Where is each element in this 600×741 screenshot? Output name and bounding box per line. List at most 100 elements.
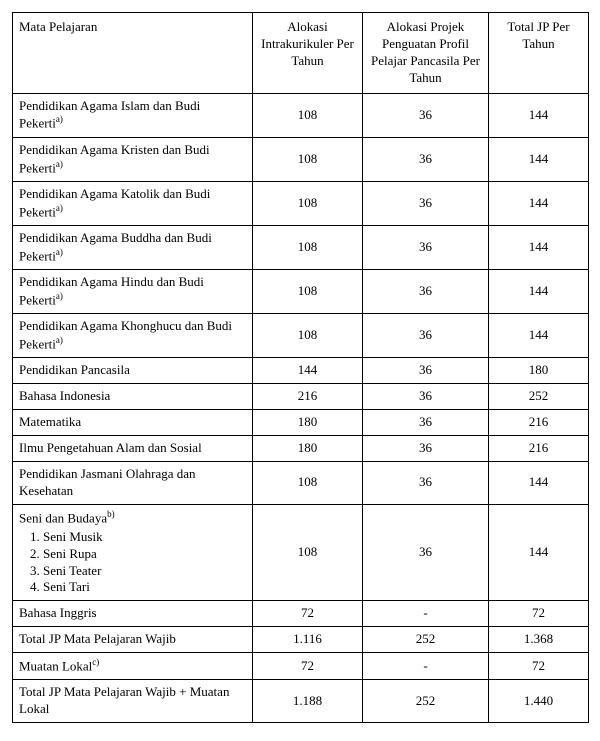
subject-text: Pendidikan Agama Islam dan Budi Pekerti: [19, 98, 200, 131]
table-row: Ilmu Pengetahuan Alam dan Sosial 18036216: [13, 435, 589, 461]
subject-text: Total JP Mata Pelajaran Wajib + Muatan L…: [19, 684, 229, 716]
cell-intra: 144: [253, 358, 363, 384]
cell-subject: Total JP Mata Pelajaran Wajib: [13, 627, 253, 653]
cell-subject: Pendidikan Agama Hindu dan Budi Pekertia…: [13, 270, 253, 314]
cell-total: 72: [489, 653, 589, 680]
cell-total: 144: [489, 225, 589, 269]
cell-subject: Pendidikan Agama Islam dan Budi Pekertia…: [13, 93, 253, 137]
cell-intra: 108: [253, 270, 363, 314]
cell-projek: 36: [363, 225, 489, 269]
subject-subitem: Seni Musik: [43, 529, 246, 546]
cell-total: 1.368: [489, 627, 589, 653]
table-row: Pendidikan Agama Hindu dan Budi Pekertia…: [13, 270, 589, 314]
subject-text: Total JP Mata Pelajaran Wajib: [19, 631, 176, 646]
cell-total: 216: [489, 435, 589, 461]
subject-text: Matematika: [19, 414, 81, 429]
subject-subitem: Seni Tari: [43, 579, 246, 596]
subject-text: Pendidikan Agama Buddha dan Budi Pekerti: [19, 230, 212, 263]
footnote-marker: a): [56, 291, 63, 301]
col-header-projek: Alokasi Projek Penguatan Profil Pelajar …: [363, 13, 489, 94]
curriculum-table: Mata Pelajaran Alokasi Intrakurikuler Pe…: [12, 12, 589, 723]
cell-intra: 1.116: [253, 627, 363, 653]
cell-intra: 108: [253, 137, 363, 181]
cell-projek: 36: [363, 410, 489, 436]
cell-intra: 180: [253, 435, 363, 461]
subject-text: Seni dan Budaya: [19, 510, 107, 525]
table-header-row: Mata Pelajaran Alokasi Intrakurikuler Pe…: [13, 13, 589, 94]
cell-subject: Pendidikan Agama Katolik dan Budi Pekert…: [13, 181, 253, 225]
cell-subject: Bahasa Inggris: [13, 601, 253, 627]
cell-projek: 36: [363, 435, 489, 461]
cell-intra: 108: [253, 181, 363, 225]
subject-text: Bahasa Indonesia: [19, 388, 110, 403]
table-row: Muatan Lokalc)72-72: [13, 653, 589, 680]
cell-projek: 36: [363, 181, 489, 225]
subject-text: Pendidikan Pancasila: [19, 362, 130, 377]
subject-text: Pendidikan Agama Hindu dan Budi Pekerti: [19, 274, 204, 307]
cell-subject: Pendidikan Agama Buddha dan Budi Pekerti…: [13, 225, 253, 269]
footnote-marker: b): [107, 509, 115, 519]
table-row: Pendidikan Jasmani Olahraga dan Kesehata…: [13, 461, 589, 504]
cell-intra: 108: [253, 93, 363, 137]
cell-projek: 36: [363, 504, 489, 601]
cell-total: 1.440: [489, 680, 589, 723]
subject-text: Muatan Lokal: [19, 658, 92, 673]
subject-text: Pendidikan Jasmani Olahraga dan Kesehata…: [19, 466, 196, 498]
table-row: Pendidikan Agama Khonghucu dan Budi Peke…: [13, 314, 589, 358]
cell-total: 144: [489, 93, 589, 137]
subject-text: Ilmu Pengetahuan Alam dan Sosial: [19, 440, 202, 455]
cell-intra: 72: [253, 601, 363, 627]
table-row: Pendidikan Agama Buddha dan Budi Pekerti…: [13, 225, 589, 269]
cell-projek: 36: [363, 358, 489, 384]
footnote-marker: a): [56, 247, 63, 257]
cell-total: 216: [489, 410, 589, 436]
cell-intra: 108: [253, 504, 363, 601]
cell-projek: 252: [363, 680, 489, 723]
cell-total: 252: [489, 384, 589, 410]
subject-subitem: Seni Teater: [43, 563, 246, 580]
cell-total: 72: [489, 601, 589, 627]
cell-subject: Seni dan Budayab)Seni MusikSeni RupaSeni…: [13, 504, 253, 601]
footnote-marker: a): [56, 335, 63, 345]
footnote-marker: c): [92, 657, 99, 667]
subject-text: Pendidikan Agama Kristen dan Budi Pekert…: [19, 142, 210, 175]
table-row: Bahasa Inggris 72-72: [13, 601, 589, 627]
cell-projek: 36: [363, 137, 489, 181]
subject-subitems: Seni MusikSeni RupaSeni TeaterSeni Tari: [19, 529, 246, 597]
cell-subject: Matematika: [13, 410, 253, 436]
cell-total: 144: [489, 461, 589, 504]
cell-projek: 36: [363, 314, 489, 358]
footnote-marker: a): [56, 159, 63, 169]
subject-text: Bahasa Inggris: [19, 605, 97, 620]
cell-subject: Bahasa Indonesia: [13, 384, 253, 410]
cell-intra: 108: [253, 314, 363, 358]
cell-projek: -: [363, 601, 489, 627]
table-row: Pendidikan Agama Islam dan Budi Pekertia…: [13, 93, 589, 137]
table-row: Pendidikan Agama Katolik dan Budi Pekert…: [13, 181, 589, 225]
cell-total: 144: [489, 504, 589, 601]
cell-total: 180: [489, 358, 589, 384]
cell-projek: 252: [363, 627, 489, 653]
cell-subject: Ilmu Pengetahuan Alam dan Sosial: [13, 435, 253, 461]
col-header-subject: Mata Pelajaran: [13, 13, 253, 94]
cell-projek: 36: [363, 93, 489, 137]
cell-intra: 108: [253, 461, 363, 504]
table-row: Bahasa Indonesia21636252: [13, 384, 589, 410]
footnote-marker: a): [56, 114, 63, 124]
cell-subject: Pendidikan Agama Khonghucu dan Budi Peke…: [13, 314, 253, 358]
cell-subject: Total JP Mata Pelajaran Wajib + Muatan L…: [13, 680, 253, 723]
cell-projek: -: [363, 653, 489, 680]
table-row: Total JP Mata Pelajaran Wajib 1.1162521.3…: [13, 627, 589, 653]
cell-intra: 108: [253, 225, 363, 269]
table-row: Pendidikan Pancasila 14436180: [13, 358, 589, 384]
cell-total: 144: [489, 314, 589, 358]
subject-text: Pendidikan Agama Khonghucu dan Budi Peke…: [19, 318, 232, 351]
table-row: Total JP Mata Pelajaran Wajib + Muatan L…: [13, 680, 589, 723]
cell-intra: 180: [253, 410, 363, 436]
subject-text: Pendidikan Agama Katolik dan Budi Pekert…: [19, 186, 210, 219]
cell-intra: 1.188: [253, 680, 363, 723]
cell-total: 144: [489, 137, 589, 181]
subject-subitem: Seni Rupa: [43, 546, 246, 563]
cell-subject: Pendidikan Jasmani Olahraga dan Kesehata…: [13, 461, 253, 504]
cell-projek: 36: [363, 384, 489, 410]
